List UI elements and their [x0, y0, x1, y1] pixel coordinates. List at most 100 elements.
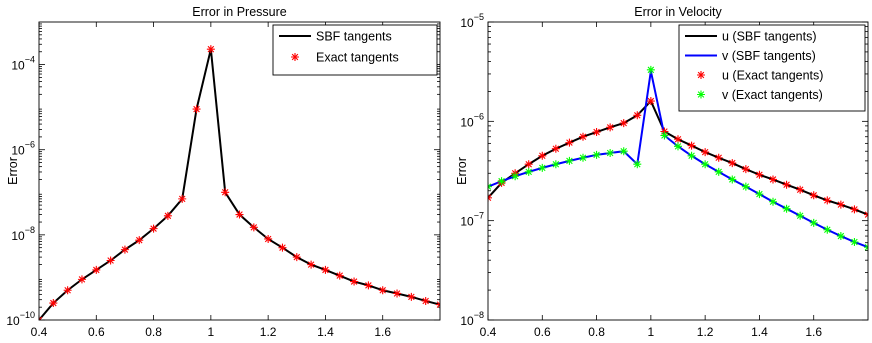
- data-point-marker: [592, 150, 601, 159]
- data-point-marker: [755, 190, 764, 199]
- legend: SBF tangents Exact tangents: [272, 24, 438, 76]
- legend-label: v (Exact tangents): [722, 88, 823, 102]
- data-point-marker: [646, 97, 655, 106]
- data-point-marker: [178, 194, 187, 203]
- data-point-marker: [120, 245, 129, 254]
- data-point-marker: [592, 128, 601, 137]
- data-point-marker: [565, 156, 574, 165]
- data-point-marker: [741, 165, 750, 174]
- data-point-marker: [511, 172, 520, 181]
- data-point-marker: [660, 131, 669, 140]
- data-point-marker: [278, 243, 287, 252]
- data-point-marker: [687, 151, 696, 160]
- data-point-marker: [674, 135, 682, 144]
- data-point-marker: [579, 153, 587, 162]
- y-tick-label: 10−8: [460, 310, 484, 328]
- data-point-marker: [206, 45, 215, 54]
- data-point-marker: [850, 237, 859, 246]
- x-tick-label: 1.2: [697, 325, 714, 339]
- data-point-marker: [565, 138, 574, 147]
- data-point-marker: [823, 225, 832, 234]
- data-point-marker: [714, 167, 723, 176]
- chart-title: Error in Pressure: [192, 5, 287, 19]
- data-point-marker: [264, 234, 273, 243]
- data-point-marker: [606, 123, 615, 132]
- data-point-marker: [350, 277, 359, 286]
- data-point-marker: [106, 256, 115, 265]
- data-point-marker: [524, 160, 533, 169]
- data-point-marker: [149, 224, 158, 233]
- x-tick-label: 1.4: [317, 325, 334, 339]
- x-tick-label: 0.8: [588, 325, 605, 339]
- legend-box: [678, 24, 866, 112]
- data-point-marker: [728, 175, 737, 184]
- x-tick-label: 0.6: [88, 325, 105, 339]
- data-point-marker: [63, 286, 72, 295]
- data-point-marker: [221, 188, 230, 197]
- data-point-marker: [393, 289, 402, 298]
- data-point-marker: [823, 196, 832, 205]
- data-point-marker: [92, 265, 101, 274]
- data-point-marker: [249, 223, 258, 232]
- data-point-marker: [769, 197, 777, 206]
- data-point-marker: [321, 265, 330, 274]
- data-point-marker: [497, 177, 506, 186]
- data-point-marker: [407, 292, 416, 301]
- legend-star-swatch: [697, 71, 705, 79]
- data-point-marker: [551, 144, 560, 153]
- data-point-marker: [701, 160, 710, 169]
- data-point-marker: [579, 132, 587, 141]
- x-tick-label: 1: [648, 325, 655, 339]
- data-point-marker: [49, 299, 58, 308]
- y-tick-label: 10−6: [11, 140, 35, 158]
- data-point-marker: [755, 170, 764, 179]
- data-point-marker: [809, 191, 818, 200]
- data-point-marker: [551, 160, 560, 169]
- legend-label: u (Exact tangents): [722, 69, 823, 83]
- data-point-marker: [538, 163, 547, 172]
- data-point-marker: [796, 185, 805, 194]
- x-tick-label: 1.2: [260, 325, 277, 339]
- y-tick-label: 10−8: [11, 225, 35, 243]
- y-axis-label: Error: [455, 157, 469, 185]
- legend-label: Exact tangents: [316, 51, 399, 65]
- chart-title: Error in Velocity: [634, 5, 722, 19]
- data-point-marker: [163, 211, 172, 220]
- legend-label: u (SBF tangents): [722, 30, 817, 44]
- y-tick-label: 10−5: [460, 12, 484, 30]
- data-point-marker: [364, 281, 373, 290]
- data-point-marker: [335, 271, 344, 280]
- x-tick-label: 1: [208, 325, 215, 339]
- data-point-marker: [836, 232, 845, 241]
- data-point-marker: [633, 111, 642, 120]
- data-point-marker: [619, 147, 628, 156]
- data-point-marker: [378, 286, 387, 295]
- data-point-marker: [796, 211, 805, 220]
- legend-star-swatch: [291, 53, 299, 61]
- legend: u (SBF tangents) v (SBF tangents) u (Exact…: [678, 24, 866, 112]
- data-point-marker: [619, 119, 628, 128]
- legend-label: v (SBF tangents): [722, 49, 816, 63]
- legend-star-swatch: [697, 90, 705, 99]
- y-tick-label: 10−7: [460, 211, 484, 229]
- series-group: [39, 45, 440, 320]
- data-point-marker: [850, 205, 859, 214]
- axes-frame: [487, 21, 869, 321]
- data-point-marker: [741, 182, 750, 191]
- x-tick-label: 1.4: [751, 325, 768, 339]
- y-tick-label: 10−4: [11, 55, 35, 73]
- x-tick-label: 1.6: [374, 325, 391, 339]
- chart-2: 10−8 10−7 10−6 10−5 0.4 0.6 0.8 1 1.2 1.4 1.6 Error…: [455, 5, 869, 339]
- y-axis-label: Error: [6, 157, 20, 185]
- data-point-marker: [524, 167, 533, 176]
- data-point-marker: [809, 218, 818, 227]
- data-point-marker: [769, 175, 777, 184]
- data-point-marker: [728, 159, 737, 168]
- x-tick-label: 0.4: [31, 325, 48, 339]
- data-point-marker: [782, 204, 791, 213]
- legend-label: SBF tangents: [316, 30, 392, 44]
- data-point-marker: [836, 200, 845, 209]
- axes-frame: [38, 21, 441, 321]
- data-point-marker: [135, 236, 144, 245]
- data-point-marker: [701, 148, 710, 157]
